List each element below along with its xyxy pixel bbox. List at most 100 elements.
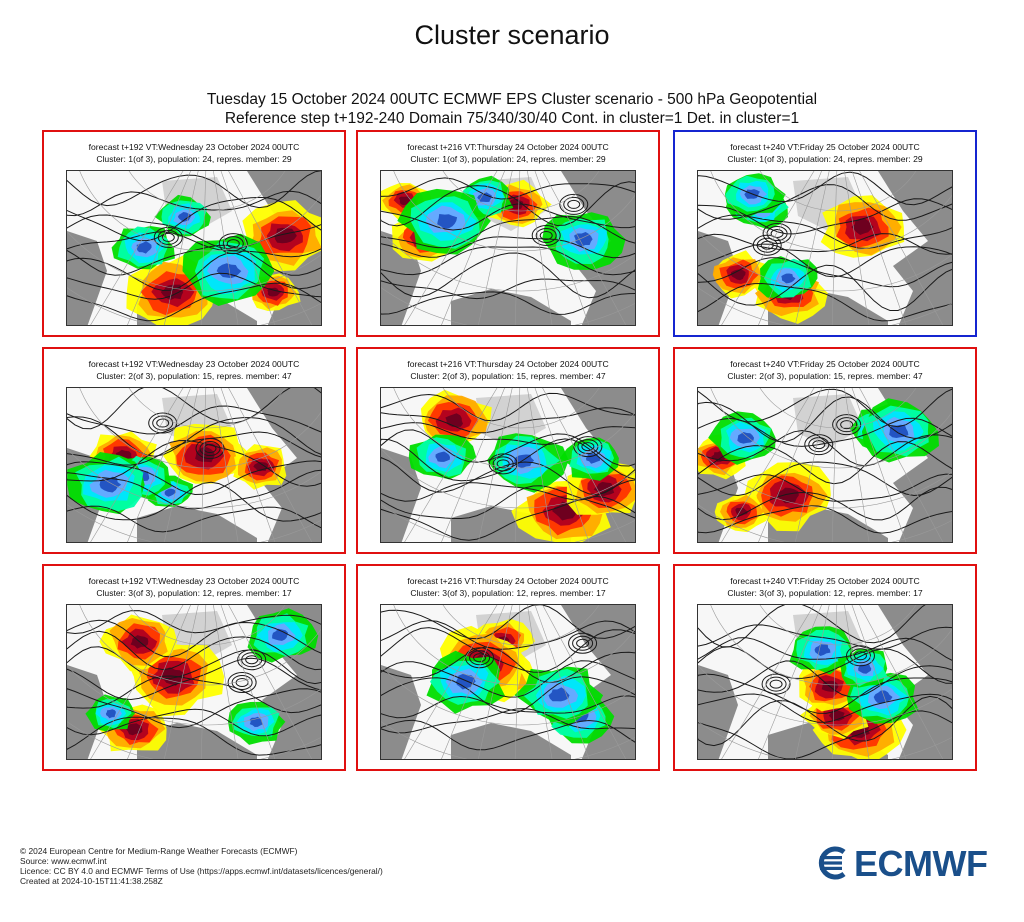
closed-low-contour <box>231 674 253 690</box>
closed-low-contour <box>756 237 778 253</box>
geopotential-contour <box>67 481 321 522</box>
negative-anomaly-area <box>514 454 535 469</box>
geopotential-contour <box>698 282 952 322</box>
closed-low-contour <box>559 193 589 215</box>
closed-low-contour <box>845 645 875 667</box>
geopotential-contour <box>381 620 635 650</box>
landmass <box>878 605 952 759</box>
negative-anomaly-area <box>548 687 570 702</box>
geopotential-contour <box>381 177 635 200</box>
geopotential-map <box>380 387 636 543</box>
closed-low-contour <box>218 233 248 255</box>
negative-anomaly-area <box>737 432 754 444</box>
closed-low-contour <box>161 232 175 242</box>
geopotential-contour <box>381 215 635 249</box>
header-line-1: Tuesday 15 October 2024 00UTC ECMWF EPS … <box>206 91 818 108</box>
geopotential-contour <box>67 469 321 510</box>
closed-low-contour <box>496 459 510 469</box>
forecast-label: forecast t+192 VT:Wednesday 23 October 2… <box>88 359 300 369</box>
geopotential-map <box>697 604 953 760</box>
geopotential-contour <box>698 605 926 648</box>
landmass <box>381 448 421 542</box>
graticule <box>698 388 952 542</box>
cluster-panel: forecast t+240 VT:Friday 25 October 2024… <box>673 130 977 337</box>
panel-header: forecast t+192 VT:Wednesday 23 October 2… <box>44 575 344 599</box>
closed-low-contour <box>572 635 594 651</box>
closed-low-contour <box>535 227 557 243</box>
footer: © 2024 European Centre for Medium-Range … <box>20 846 383 886</box>
negative-anomaly-area <box>136 241 152 254</box>
geopotential-contour <box>381 660 635 698</box>
forecast-label: forecast t+240 VT:Friday 25 October 2024… <box>730 359 920 369</box>
panel-header: forecast t+240 VT:Friday 25 October 2024… <box>675 358 975 382</box>
geopotential-contour <box>698 473 952 502</box>
geopotential-contour <box>698 693 952 723</box>
closed-low-contour <box>245 655 259 665</box>
geopotential-contour <box>381 708 635 734</box>
geopotential-contour <box>381 422 635 445</box>
closed-low-contour <box>752 234 782 256</box>
geopotential-contour <box>381 246 635 276</box>
negative-anomaly-area <box>437 214 458 229</box>
forecast-label: forecast t+216 VT:Thursday 24 October 20… <box>407 576 609 586</box>
geopotential-contour <box>381 646 635 684</box>
closed-low-contour <box>840 420 854 430</box>
closed-low-contour <box>761 673 791 695</box>
closed-low-contour <box>226 239 240 249</box>
closed-low-contour <box>812 440 826 450</box>
closed-low-contour <box>766 226 788 242</box>
cluster-label: Cluster: 3(of 3), population: 12, repres… <box>727 588 923 598</box>
cluster-label: Cluster: 1(of 3), population: 24, repres… <box>727 154 923 164</box>
geopotential-contour <box>381 429 635 467</box>
panel-header: forecast t+216 VT:Thursday 24 October 20… <box>358 358 658 382</box>
geopotential-contour <box>381 719 635 751</box>
geopotential-contour <box>381 676 635 715</box>
closed-low-contour <box>808 437 830 453</box>
closed-low-contour <box>473 653 487 663</box>
closed-low-contour <box>581 442 595 452</box>
plot-header: Tuesday 15 October 2024 00UTC ECMWF EPS … <box>0 90 1024 128</box>
geopotential-contour <box>67 196 321 242</box>
geopotential-contour <box>381 203 635 231</box>
negative-anomaly-area <box>99 476 122 493</box>
negative-anomaly-area <box>889 424 909 438</box>
cluster-panel: forecast t+216 VT:Thursday 24 October 20… <box>356 347 660 554</box>
geopotential-contour <box>67 610 321 635</box>
geopotential-contour <box>381 479 635 502</box>
panel-header: forecast t+216 VT:Thursday 24 October 20… <box>358 575 658 599</box>
geopotential-contour <box>67 244 321 276</box>
geopotential-map <box>66 387 322 543</box>
page-title: Cluster scenario <box>414 20 610 50</box>
geopotential-contour <box>698 233 952 255</box>
geopotential-map <box>66 170 322 326</box>
landmass <box>561 605 635 759</box>
closed-low-contour <box>469 650 491 666</box>
copyright-text: © 2024 European Centre for Medium-Range … <box>20 846 298 856</box>
landmass <box>137 723 257 759</box>
geopotential-contour <box>381 695 635 719</box>
geopotential-contour <box>698 429 952 467</box>
closed-low-contour <box>199 441 221 457</box>
closed-low-contour <box>237 649 267 671</box>
closed-low-contour <box>563 196 585 212</box>
header-line-2: Reference step t+192-240 Domain 75/340/3… <box>224 110 800 127</box>
forecast-label: forecast t+216 VT:Thursday 24 October 20… <box>407 142 609 152</box>
cluster-label: Cluster: 1(of 3), population: 24, repres… <box>96 154 292 164</box>
geopotential-contour <box>67 231 321 258</box>
closed-low-contour <box>832 414 862 436</box>
cluster-label: Cluster: 2(of 3), population: 15, repres… <box>410 371 606 381</box>
forecast-label: forecast t+192 VT:Wednesday 23 October 2… <box>88 142 300 152</box>
closed-low-contour <box>836 417 858 433</box>
landmass <box>451 723 571 759</box>
geopotential-contour <box>698 214 952 249</box>
positive-anomaly-area <box>851 218 874 235</box>
graticule <box>381 388 635 542</box>
landmass <box>561 171 635 325</box>
closed-low-contour <box>488 453 518 475</box>
closed-low-contour <box>156 418 170 428</box>
closed-low-contour <box>576 638 590 648</box>
negative-anomaly-area <box>249 716 263 727</box>
closed-low-contour <box>157 229 179 245</box>
closed-low-contour <box>153 226 183 248</box>
panel-header: forecast t+192 VT:Wednesday 23 October 2… <box>44 358 344 382</box>
